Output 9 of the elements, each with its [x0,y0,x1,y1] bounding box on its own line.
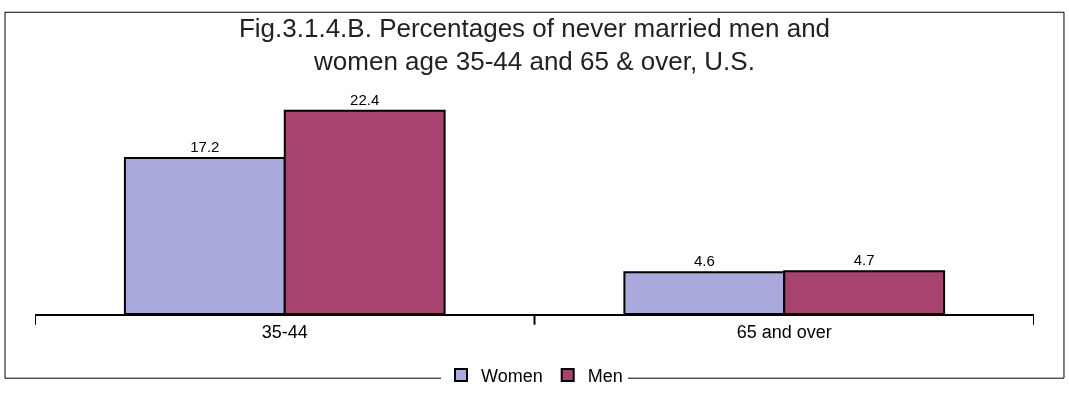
x-tick-label: 65 and over [736,321,832,342]
data-label: 22.4 [350,90,380,108]
data-label: 4.6 [693,252,715,270]
data-label: 17.2 [190,137,220,155]
legend-label: Men [587,366,623,387]
x-tick-label: 35-44 [261,321,308,342]
legend-label: Women [481,366,543,387]
data-label: 4.7 [853,251,875,269]
chart-title: Fig.3.1.4.B. Percentages of never married men and women age 35-44 and 65 & over, U.S. [238,12,831,77]
